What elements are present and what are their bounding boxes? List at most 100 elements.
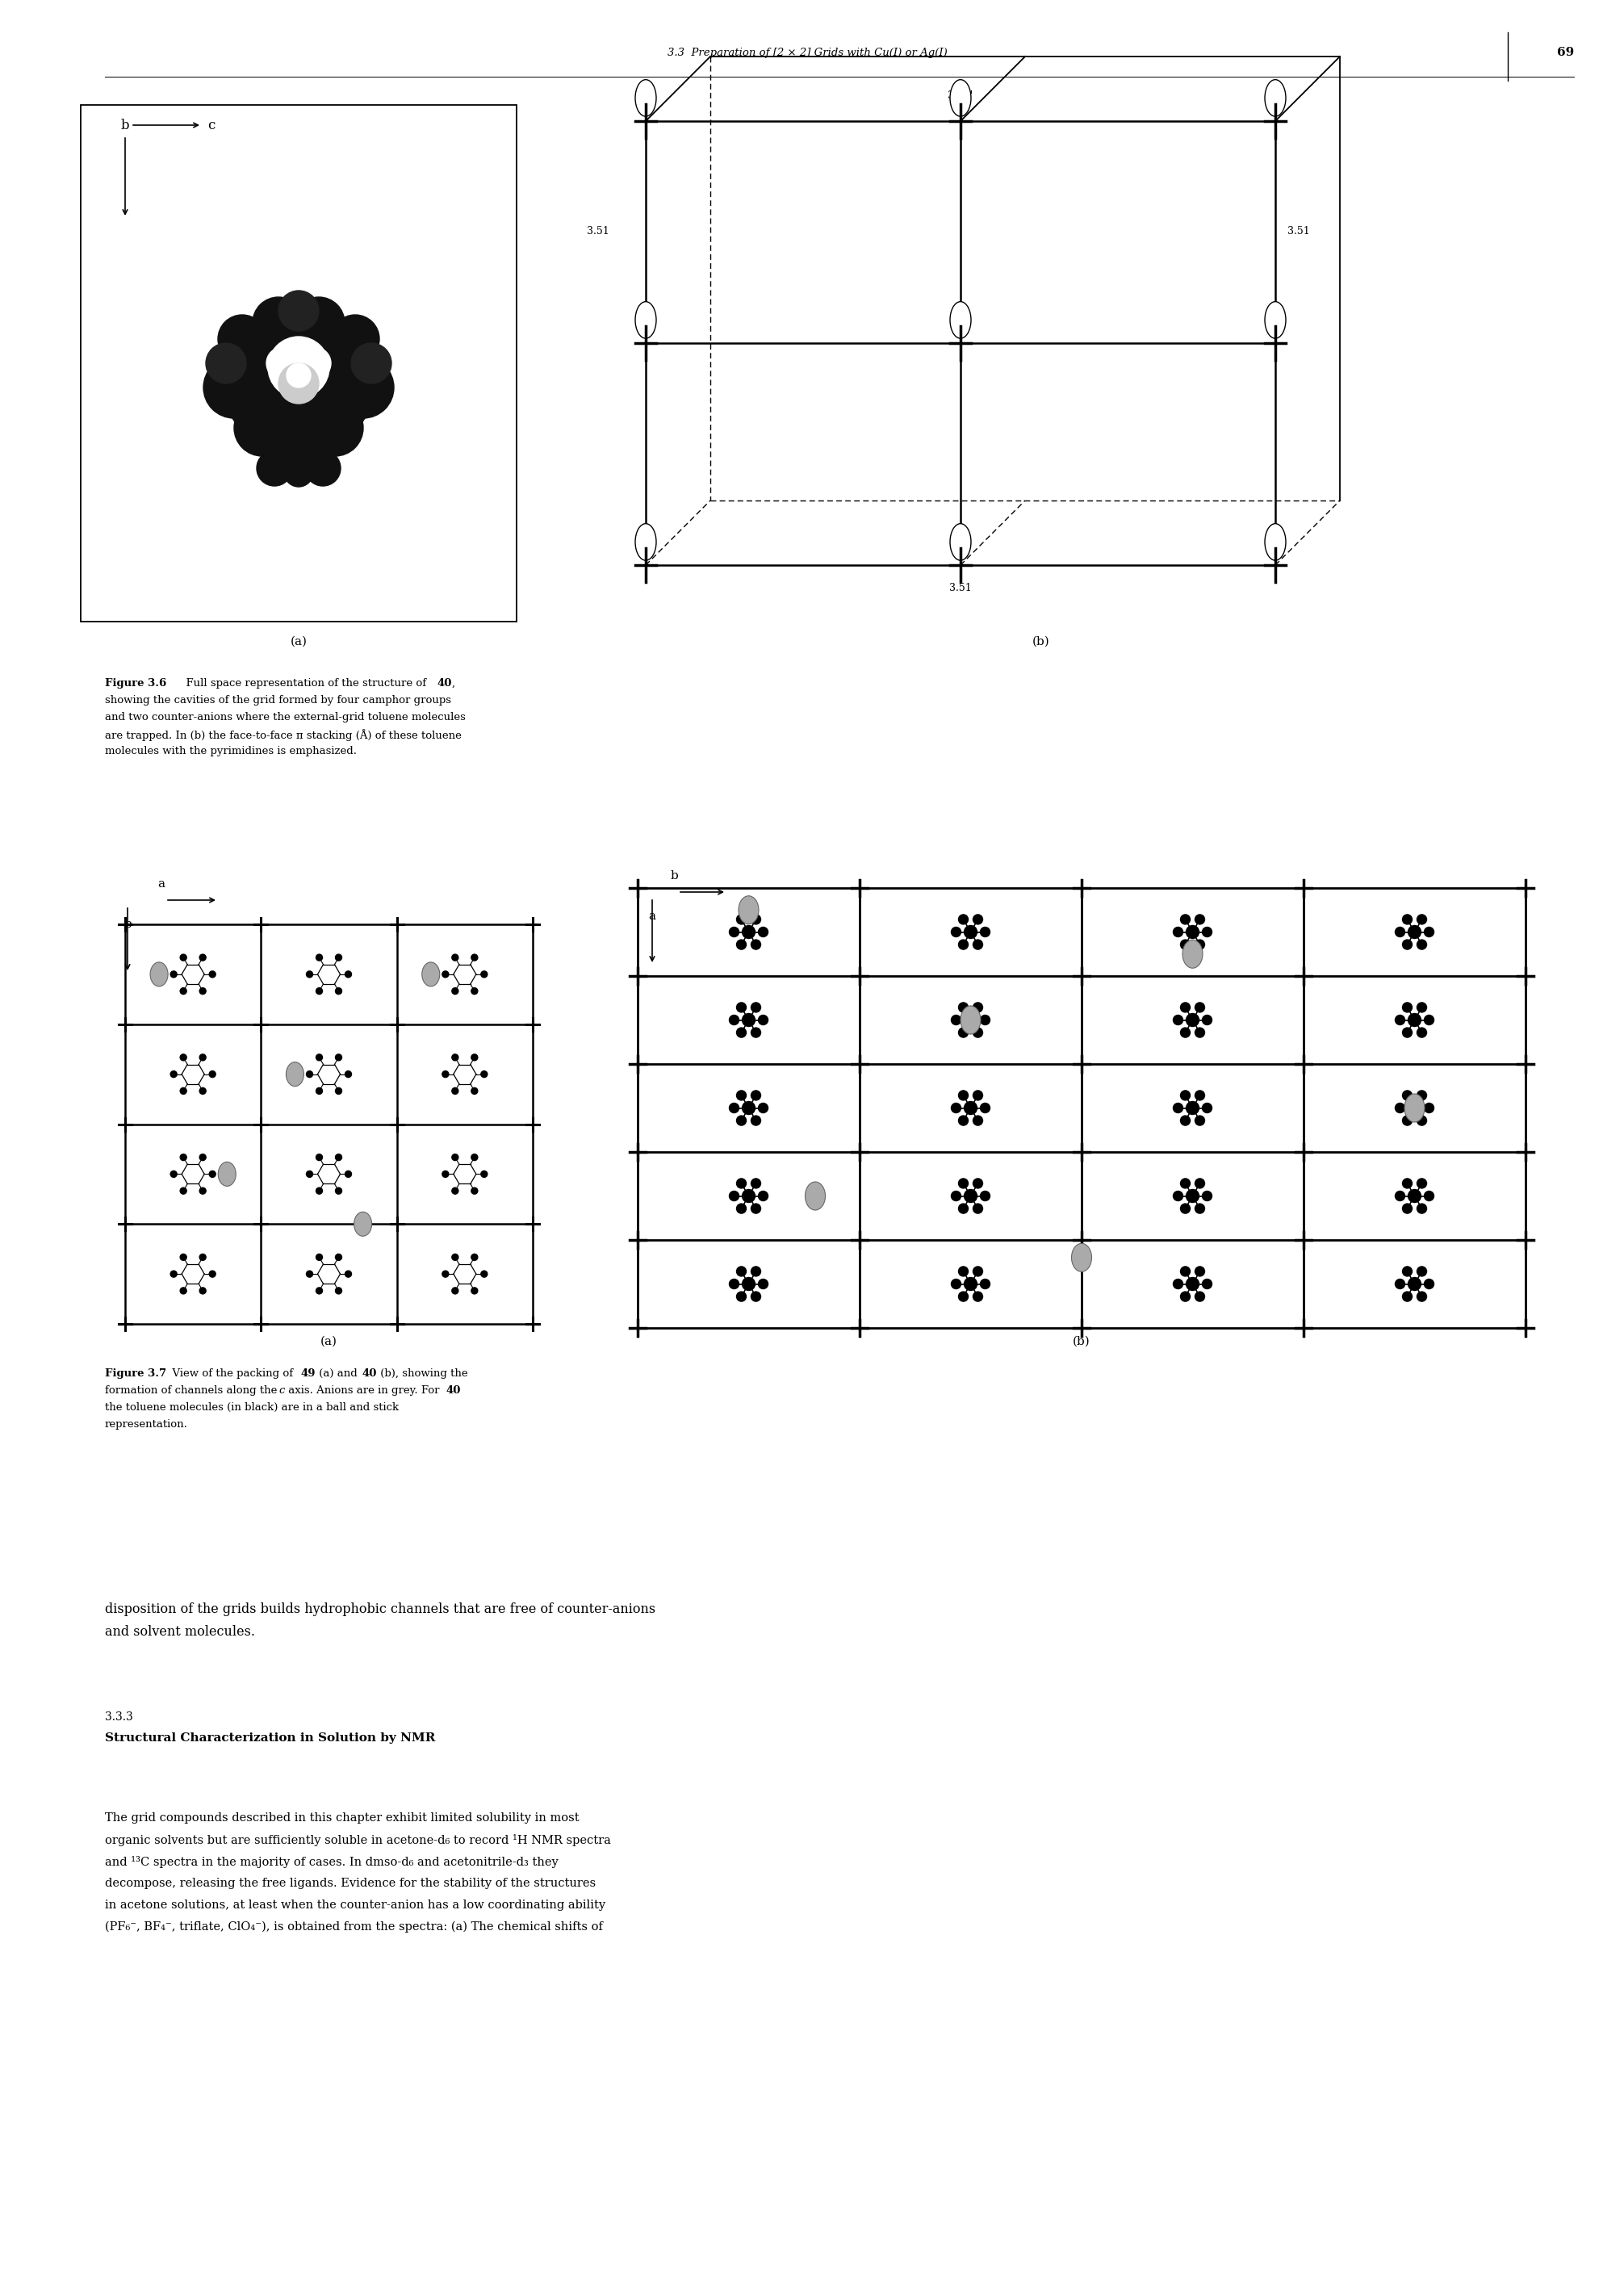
Circle shape [958,1178,968,1189]
Bar [81,105,516,622]
Circle shape [344,1272,351,1276]
Circle shape [973,1091,983,1100]
Circle shape [1403,1178,1413,1189]
Text: formation of channels along the: formation of channels along the [106,1386,281,1395]
Circle shape [253,297,304,348]
Circle shape [1395,1015,1405,1025]
Circle shape [307,972,313,977]
Text: in acetone solutions, at least when the counter-anion has a low coordinating abi: in acetone solutions, at least when the … [106,1900,606,1912]
Circle shape [1195,1091,1205,1100]
Circle shape [451,1187,458,1194]
Circle shape [351,343,391,384]
Circle shape [1424,926,1434,938]
Circle shape [737,1091,745,1100]
Circle shape [209,1171,216,1178]
Circle shape [307,400,364,455]
Circle shape [737,1002,745,1013]
Circle shape [471,1054,477,1061]
Circle shape [742,1189,755,1203]
Ellipse shape [422,963,440,986]
Circle shape [958,915,968,924]
Circle shape [973,1027,983,1038]
Circle shape [336,988,341,995]
Circle shape [268,336,330,398]
Circle shape [209,1070,216,1077]
Circle shape [171,1272,177,1276]
Text: ,: , [451,679,455,688]
Circle shape [180,1089,187,1093]
Circle shape [737,1027,745,1038]
Circle shape [325,1269,333,1278]
Circle shape [952,1015,961,1025]
Circle shape [1418,1203,1426,1214]
Circle shape [180,954,187,961]
Circle shape [471,1155,477,1160]
Circle shape [171,972,177,977]
Circle shape [758,1015,768,1025]
Circle shape [758,1278,768,1290]
Circle shape [1408,926,1421,938]
Circle shape [336,1089,341,1093]
Circle shape [307,1171,313,1178]
Circle shape [729,1102,739,1114]
Circle shape [965,1102,978,1114]
Circle shape [461,1070,469,1077]
Circle shape [336,1155,341,1160]
Text: 3.51: 3.51 [586,226,609,238]
Circle shape [451,1089,458,1093]
Circle shape [750,1178,760,1189]
Circle shape [307,318,380,391]
Circle shape [973,1267,983,1276]
Circle shape [1195,1267,1205,1276]
Circle shape [973,1002,983,1013]
Circle shape [180,1253,187,1260]
Circle shape [1418,940,1426,949]
Circle shape [750,1267,760,1276]
Circle shape [471,988,477,995]
Circle shape [750,940,760,949]
Circle shape [317,1155,323,1160]
Circle shape [965,1278,978,1290]
Text: Figure 3.7: Figure 3.7 [106,1368,166,1379]
Ellipse shape [149,963,167,986]
Circle shape [958,1116,968,1125]
Ellipse shape [635,524,656,560]
Ellipse shape [960,1006,981,1034]
Circle shape [1418,1292,1426,1301]
Circle shape [451,1253,458,1260]
Ellipse shape [950,524,971,560]
Text: b: b [671,871,677,880]
Circle shape [284,457,313,487]
Circle shape [750,915,760,924]
Circle shape [461,1171,469,1178]
Circle shape [442,1171,448,1178]
Ellipse shape [1072,1244,1091,1272]
Circle shape [471,1253,477,1260]
Text: (b): (b) [1033,636,1051,647]
Circle shape [336,1054,341,1061]
Text: molecules with the pyrimidines is emphasized.: molecules with the pyrimidines is emphas… [106,746,357,757]
Circle shape [222,302,375,455]
Circle shape [471,1288,477,1294]
Circle shape [958,1002,968,1013]
Circle shape [750,1116,760,1125]
Circle shape [1403,1116,1413,1125]
Circle shape [171,1070,177,1077]
Text: c: c [208,119,216,133]
Circle shape [758,1102,768,1114]
Circle shape [180,988,187,995]
Circle shape [958,1027,968,1038]
Circle shape [180,1054,187,1061]
Circle shape [1408,1278,1421,1290]
Text: c: c [278,1386,284,1395]
Circle shape [737,1203,745,1214]
Circle shape [209,1272,216,1276]
Circle shape [981,1015,991,1025]
Text: b: b [123,919,132,931]
Text: representation.: representation. [106,1420,188,1429]
Circle shape [206,343,247,384]
Circle shape [451,1054,458,1061]
Text: 69: 69 [1557,46,1574,57]
Circle shape [292,297,344,348]
Circle shape [1424,1015,1434,1025]
